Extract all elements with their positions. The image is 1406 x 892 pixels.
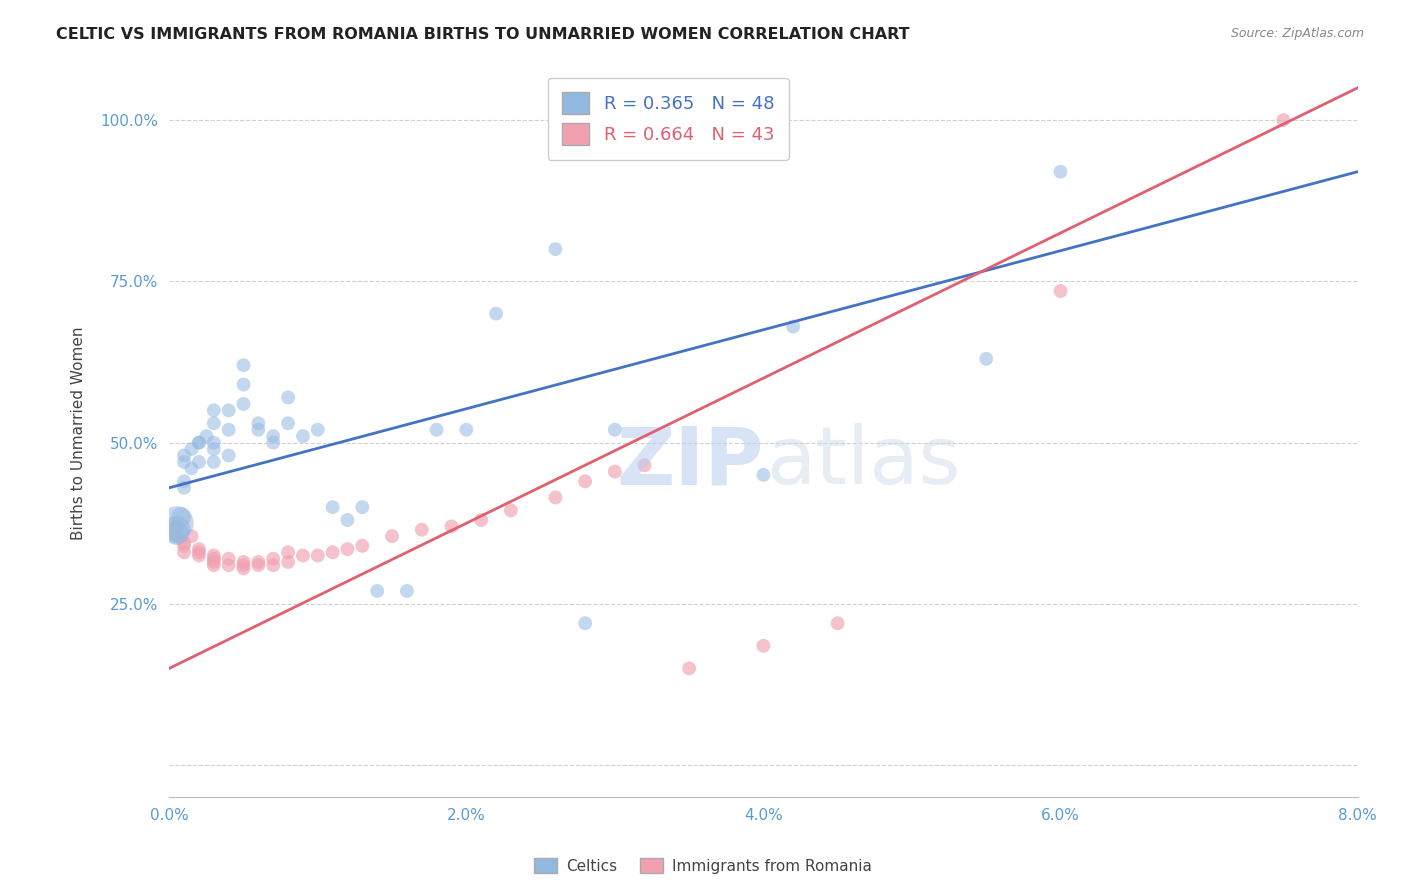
Point [262, 551, 284, 566]
Point [232, 358, 254, 372]
Point [247, 558, 270, 573]
Point [173, 539, 195, 553]
Point [170, 509, 193, 524]
Point [202, 558, 225, 573]
Point [247, 417, 270, 431]
Point [262, 429, 284, 443]
Point [574, 475, 596, 489]
Point [633, 458, 655, 473]
Point [352, 539, 374, 553]
Point [678, 661, 700, 675]
Point [202, 555, 225, 569]
Text: ZIP: ZIP [616, 423, 763, 501]
Point [336, 513, 359, 527]
Point [202, 551, 225, 566]
Point [187, 455, 209, 469]
Point [166, 523, 188, 537]
Point [262, 435, 284, 450]
Point [1049, 165, 1071, 179]
Point [499, 503, 522, 517]
Point [291, 429, 314, 443]
Point [173, 535, 195, 549]
Point [782, 319, 804, 334]
Point [247, 423, 270, 437]
Point [322, 545, 344, 559]
Point [166, 525, 188, 540]
Text: Source: ZipAtlas.com: Source: ZipAtlas.com [1230, 27, 1364, 40]
Point [426, 423, 449, 437]
Point [173, 481, 195, 495]
Point [218, 558, 240, 573]
Point [752, 639, 775, 653]
Point [544, 242, 567, 256]
Point [187, 435, 209, 450]
Point [277, 417, 299, 431]
Point [366, 584, 388, 599]
Point [603, 465, 626, 479]
Point [974, 351, 997, 366]
Point [574, 616, 596, 631]
Point [218, 403, 240, 417]
Point [1272, 113, 1295, 128]
Point [232, 558, 254, 573]
Point [202, 435, 225, 450]
Text: CELTIC VS IMMIGRANTS FROM ROMANIA BIRTHS TO UNMARRIED WOMEN CORRELATION CHART: CELTIC VS IMMIGRANTS FROM ROMANIA BIRTHS… [56, 27, 910, 42]
Point [456, 423, 478, 437]
Point [1049, 284, 1071, 298]
Point [173, 545, 195, 559]
Point [291, 549, 314, 563]
Point [277, 391, 299, 405]
Legend: Celtics, Immigrants from Romania: Celtics, Immigrants from Romania [527, 852, 879, 880]
Point [470, 513, 492, 527]
Point [180, 442, 202, 456]
Point [277, 545, 299, 559]
Point [180, 529, 202, 543]
Point [322, 500, 344, 515]
Point [187, 542, 209, 557]
Point [232, 555, 254, 569]
Point [218, 551, 240, 566]
Point [202, 417, 225, 431]
Point [307, 423, 329, 437]
Point [232, 397, 254, 411]
Point [166, 519, 188, 533]
Point [381, 529, 404, 543]
Point [232, 377, 254, 392]
Point [262, 558, 284, 573]
Legend: R = 0.365   N = 48, R = 0.664   N = 43: R = 0.365 N = 48, R = 0.664 N = 43 [548, 78, 789, 160]
Point [603, 423, 626, 437]
Point [752, 467, 775, 482]
Point [395, 584, 418, 599]
Text: atlas: atlas [766, 423, 960, 501]
Point [544, 491, 567, 505]
Point [307, 549, 329, 563]
Point [187, 549, 209, 563]
Point [202, 455, 225, 469]
Point [277, 555, 299, 569]
Point [202, 442, 225, 456]
Point [202, 549, 225, 563]
Point [173, 475, 195, 489]
Point [187, 545, 209, 559]
Point [411, 523, 433, 537]
Y-axis label: Births to Unmarried Women: Births to Unmarried Women [72, 326, 86, 540]
Point [336, 542, 359, 557]
Point [195, 429, 218, 443]
Point [232, 561, 254, 575]
Point [485, 307, 508, 321]
Point [827, 616, 849, 631]
Point [352, 500, 374, 515]
Point [202, 403, 225, 417]
Point [180, 461, 202, 475]
Point [166, 529, 188, 543]
Point [218, 449, 240, 463]
Point [173, 449, 195, 463]
Point [440, 519, 463, 533]
Point [187, 435, 209, 450]
Point [247, 555, 270, 569]
Point [173, 455, 195, 469]
Point [166, 516, 188, 531]
Point [218, 423, 240, 437]
